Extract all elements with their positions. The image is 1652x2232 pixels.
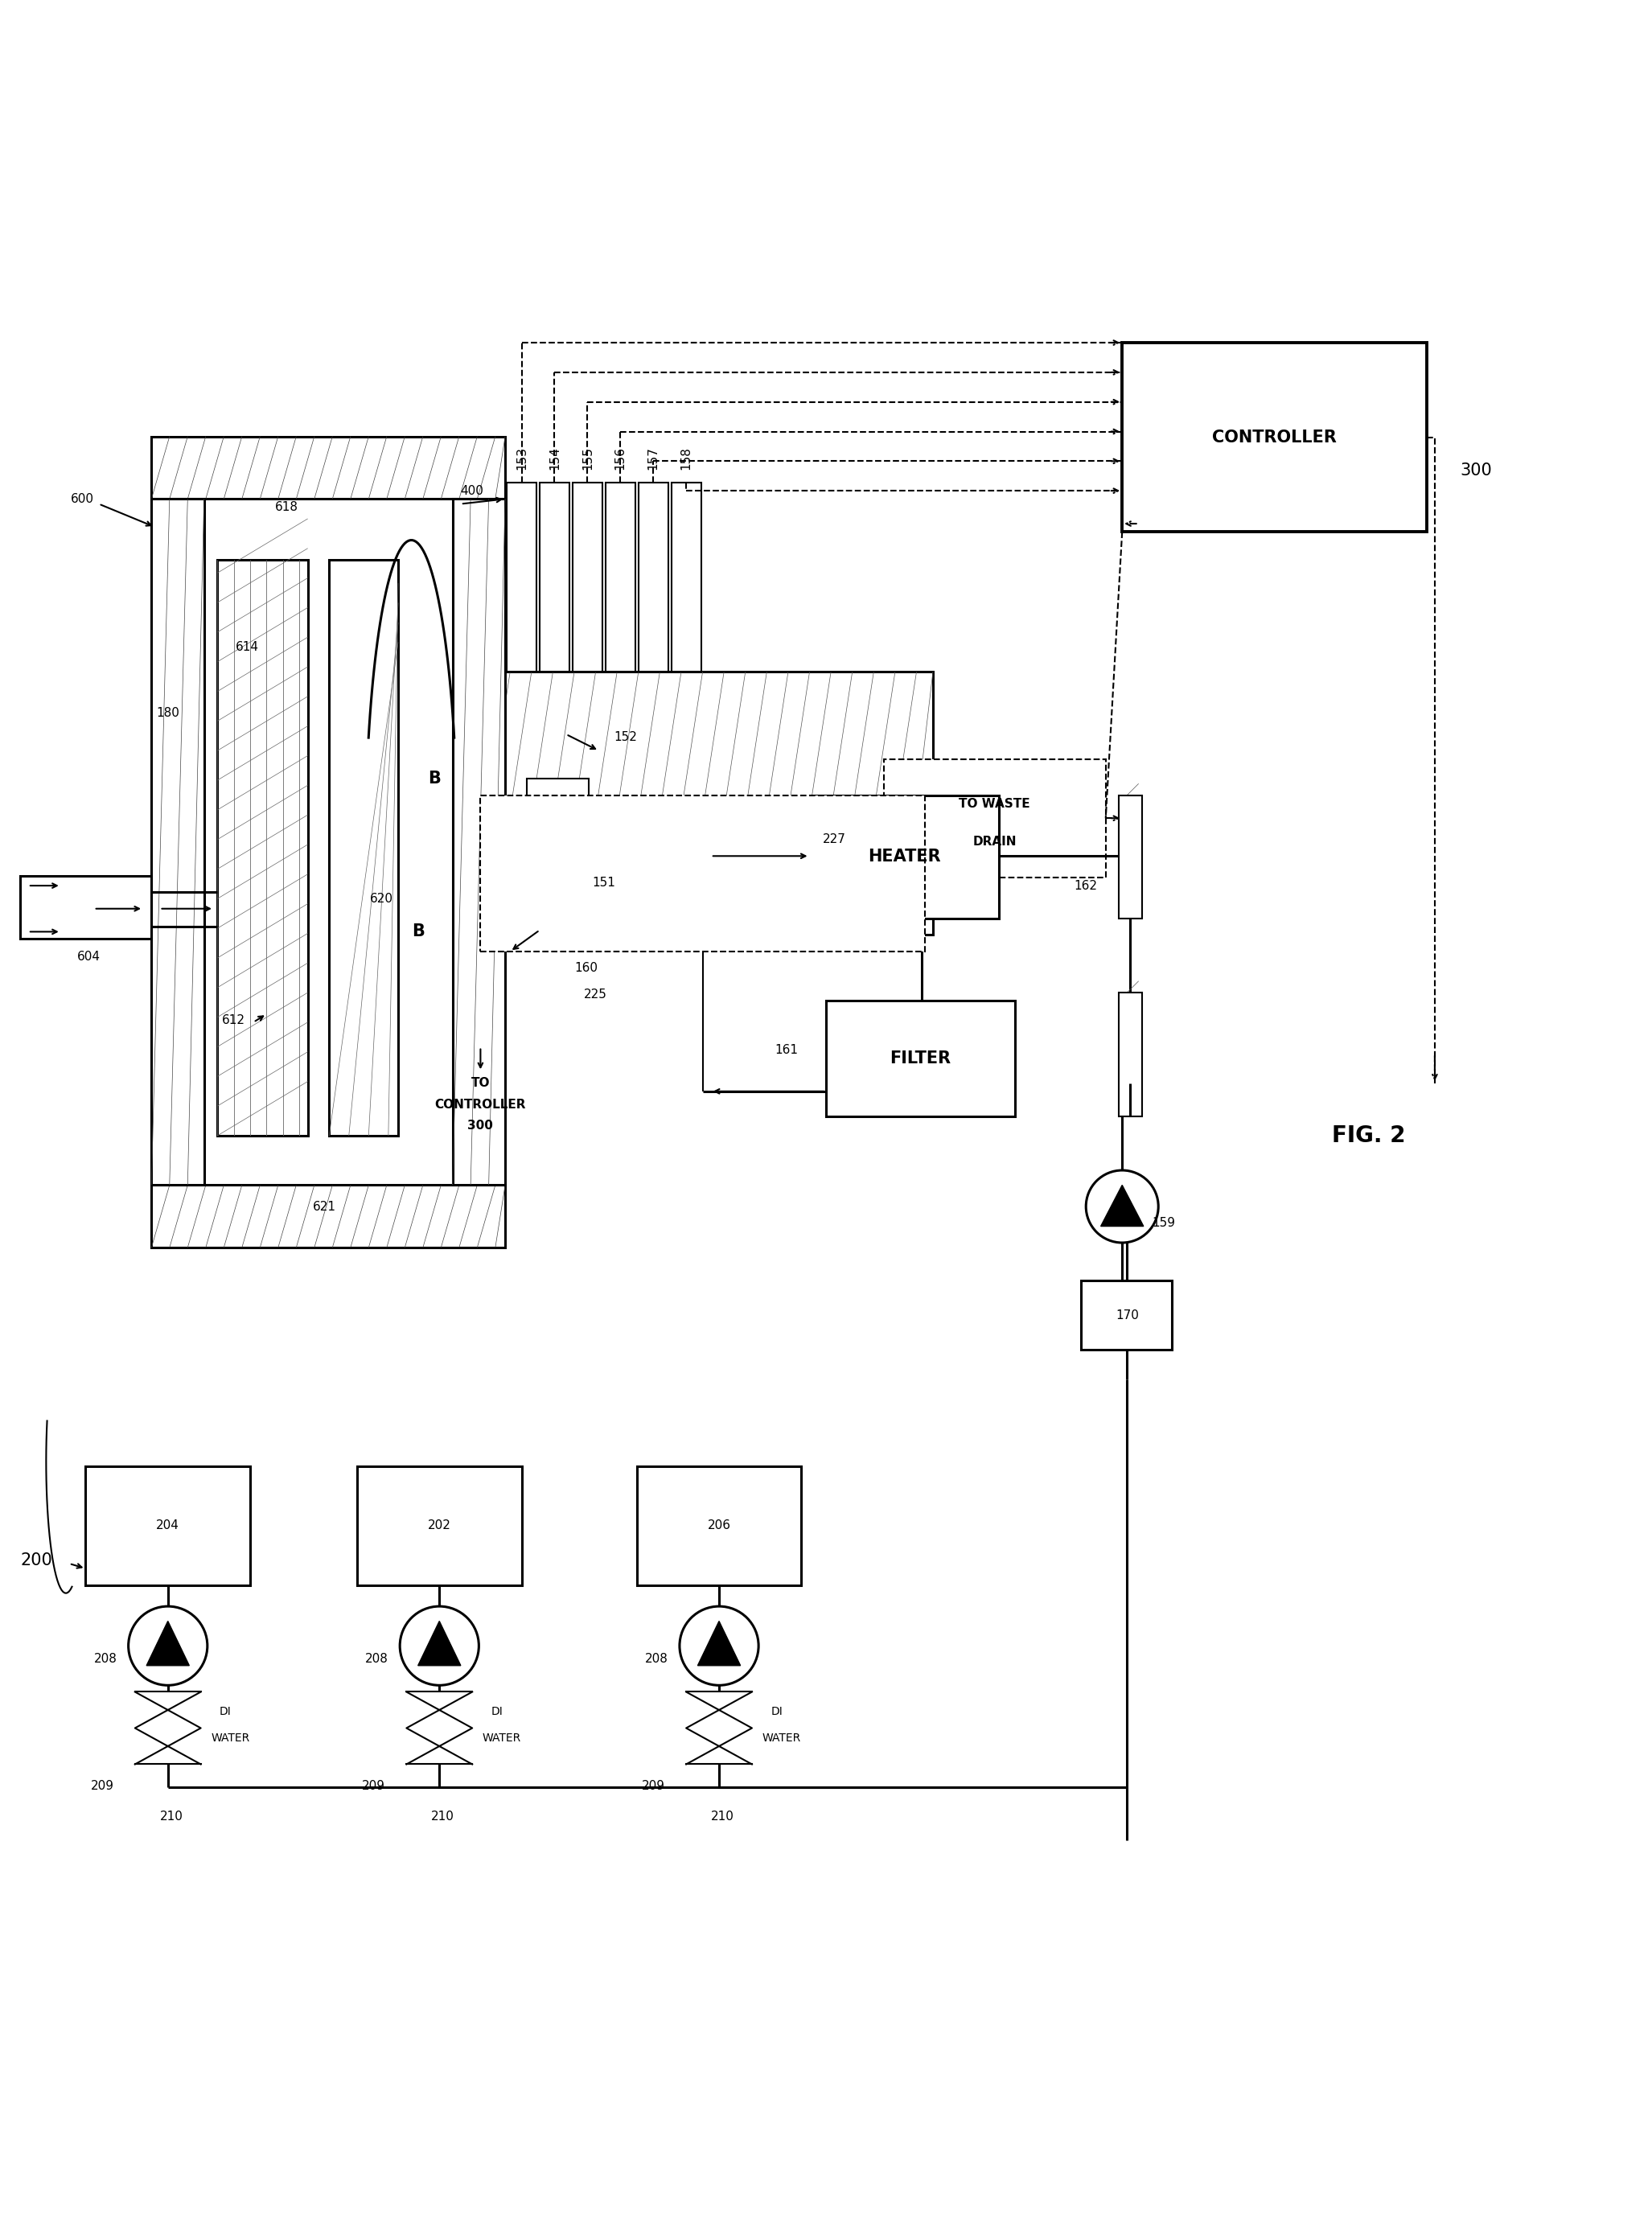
Bar (507, 482, 537, 672)
Text: 200: 200 (20, 1551, 53, 1569)
Text: B: B (411, 924, 425, 940)
Text: WATER: WATER (482, 1732, 522, 1743)
Text: 400: 400 (461, 484, 484, 498)
Text: CONTROLLER: CONTROLLER (434, 1098, 525, 1112)
Text: 162: 162 (1074, 879, 1097, 891)
Text: 618: 618 (274, 502, 297, 513)
Text: WATER: WATER (762, 1732, 801, 1743)
Polygon shape (418, 1620, 461, 1665)
Text: 612: 612 (221, 1016, 246, 1027)
Bar (489, 812, 933, 935)
Bar (329, 560, 398, 1136)
Text: DRAIN: DRAIN (973, 835, 1016, 848)
Bar (152, 1185, 506, 1248)
Bar (540, 482, 570, 672)
Text: TO WASTE: TO WASTE (960, 797, 1031, 810)
Text: 604: 604 (78, 951, 101, 962)
Text: 209: 209 (641, 1779, 664, 1792)
Bar (357, 1466, 522, 1585)
Bar (606, 482, 634, 672)
Text: TO: TO (471, 1078, 491, 1089)
Bar (638, 482, 667, 672)
Text: 300: 300 (1460, 462, 1492, 478)
Text: 210: 210 (160, 1810, 183, 1824)
Bar (826, 1000, 1016, 1116)
Text: FILTER: FILTER (890, 1051, 952, 1067)
Text: 227: 227 (823, 833, 846, 846)
Bar (1122, 344, 1427, 531)
Circle shape (129, 1607, 208, 1685)
Bar (1118, 993, 1142, 1116)
Bar (1118, 795, 1142, 920)
Text: 170: 170 (1115, 1308, 1138, 1321)
Text: HEATER: HEATER (867, 848, 940, 864)
Circle shape (1085, 1170, 1158, 1243)
Bar (1080, 1281, 1171, 1350)
Text: DI: DI (220, 1705, 231, 1716)
Text: 600: 600 (71, 493, 94, 504)
Bar (453, 500, 506, 1185)
Text: 152: 152 (613, 732, 638, 743)
Bar (544, 826, 586, 877)
Text: 160: 160 (575, 962, 598, 973)
Bar (489, 672, 933, 812)
Text: 209: 209 (91, 1779, 114, 1792)
Text: 161: 161 (775, 1045, 798, 1056)
Text: 621: 621 (312, 1201, 335, 1212)
Bar (481, 795, 925, 951)
Text: 208: 208 (644, 1654, 667, 1665)
Text: 209: 209 (362, 1779, 385, 1792)
Text: 300: 300 (468, 1120, 494, 1132)
Bar (152, 500, 205, 1185)
Text: 202: 202 (428, 1520, 451, 1531)
Bar (218, 560, 307, 1136)
Circle shape (400, 1607, 479, 1685)
Text: DI: DI (771, 1705, 783, 1716)
Bar (86, 1466, 249, 1585)
Polygon shape (147, 1620, 190, 1665)
Bar (527, 779, 590, 837)
Text: 153: 153 (515, 446, 527, 469)
Text: CONTROLLER: CONTROLLER (1213, 429, 1336, 446)
Text: 225: 225 (585, 989, 608, 1000)
Bar (20, 875, 152, 937)
Circle shape (679, 1607, 758, 1685)
Text: 620: 620 (370, 893, 393, 904)
Text: 154: 154 (548, 446, 560, 469)
Text: 204: 204 (157, 1520, 180, 1531)
Bar (152, 437, 506, 500)
Text: 158: 158 (681, 446, 692, 469)
Text: FIG. 2: FIG. 2 (1332, 1125, 1406, 1147)
Bar (884, 759, 1105, 877)
Text: B: B (428, 770, 441, 786)
Text: 208: 208 (365, 1654, 388, 1665)
Text: 210: 210 (431, 1810, 454, 1824)
Bar (636, 1466, 801, 1585)
Text: 206: 206 (707, 1520, 730, 1531)
Text: 157: 157 (648, 446, 659, 469)
Text: DI: DI (491, 1705, 502, 1716)
Text: 210: 210 (710, 1810, 733, 1824)
Text: WATER: WATER (211, 1732, 249, 1743)
Text: 159: 159 (1151, 1216, 1175, 1230)
Text: 180: 180 (157, 708, 180, 719)
Polygon shape (1100, 1185, 1143, 1225)
Text: 151: 151 (593, 877, 616, 888)
Bar (671, 482, 700, 672)
Text: 614: 614 (235, 641, 258, 654)
Polygon shape (697, 1620, 740, 1665)
Text: 208: 208 (94, 1654, 117, 1665)
Text: 155: 155 (582, 446, 593, 469)
Text: 156: 156 (615, 446, 626, 469)
Bar (573, 482, 603, 672)
Bar (809, 795, 999, 920)
